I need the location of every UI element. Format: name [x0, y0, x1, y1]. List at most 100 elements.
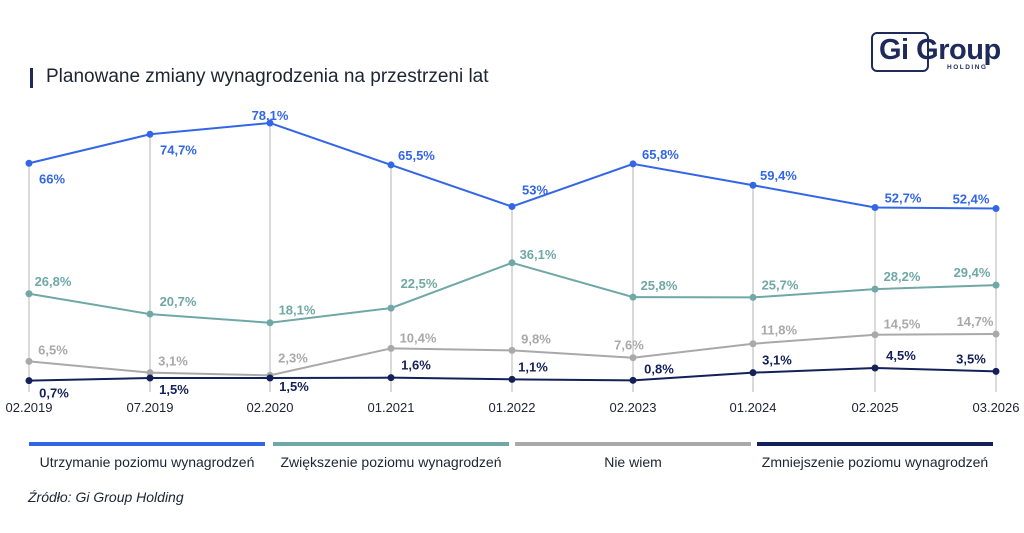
legend-item-1: Utrzymanie poziomu wynagrodzeń [29, 442, 269, 482]
data-point-s4-9 [992, 367, 1000, 375]
data-label-s3-7: 11,8% [761, 323, 798, 338]
data-point-s4-7 [749, 369, 757, 377]
logo-frame [871, 32, 929, 72]
data-point-s4-2 [146, 374, 154, 382]
data-point-s1-4 [387, 161, 395, 169]
data-label-s1-1: 66% [39, 171, 65, 186]
data-label-s4-8: 4,5% [886, 348, 916, 363]
legend-item-3: Nie wiem [515, 442, 755, 482]
data-label-s2-4: 22,5% [401, 276, 438, 291]
data-point-s4-8 [871, 364, 879, 372]
legend-swatch-4 [757, 442, 993, 446]
legend-swatch-1 [29, 442, 265, 446]
data-point-s1-7 [749, 181, 757, 189]
x-tick-label-6: 02.2023 [610, 400, 657, 415]
data-label-s4-4: 1,6% [401, 358, 431, 373]
x-tick-label-9: 03.2026 [973, 400, 1020, 415]
data-label-s2-5: 36,1% [520, 247, 557, 262]
data-label-s4-3: 1,5% [279, 379, 309, 394]
data-point-s4-6 [629, 376, 637, 384]
data-point-s3-9 [992, 330, 1000, 338]
legend-label-3: Nie wiem [604, 454, 662, 470]
x-tick-label-5: 01.2022 [489, 400, 536, 415]
data-point-s1-8 [871, 204, 879, 212]
data-point-s2-1 [25, 290, 33, 298]
data-point-s1-1 [25, 159, 33, 167]
data-label-s1-7: 59,4% [760, 168, 797, 183]
data-point-s2-9 [992, 281, 1000, 289]
data-point-s4-1 [25, 377, 33, 385]
data-label-s4-2: 1,5% [159, 382, 189, 397]
data-label-s4-6: 0,8% [644, 361, 674, 376]
data-point-s3-2 [146, 369, 154, 377]
data-label-s3-8: 14,5% [884, 317, 921, 332]
data-label-s1-6: 65,8% [642, 147, 679, 162]
x-tick-label-3: 02.2020 [247, 400, 294, 415]
x-tick-label-4: 01.2021 [368, 400, 415, 415]
data-label-s3-6: 7,6% [614, 338, 644, 353]
data-label-s2-1: 26,8% [35, 274, 72, 289]
data-label-s4-7: 3,1% [762, 353, 792, 368]
data-point-s3-6 [629, 354, 637, 362]
data-label-s2-7: 25,7% [762, 277, 799, 292]
x-tick-label-1: 02.2019 [6, 400, 53, 415]
data-label-s2-3: 18,1% [279, 303, 316, 318]
data-label-s2-9: 29,4% [954, 265, 991, 280]
legend-label-1: Utrzymanie poziomu wynagrodzeń [39, 454, 255, 470]
data-label-s1-8: 52,7% [885, 191, 922, 206]
source-note: Źródło: Gi Group Holding [28, 489, 184, 505]
legend-label-2: Zwiększenie poziomu wynagrodzeń [280, 454, 502, 470]
data-point-s2-4 [387, 304, 395, 312]
data-point-s2-5 [508, 259, 516, 267]
line-chart: 66% 74,7% 78,1% 65,5% 53% 65,8% 59,4% 52,7% 52,4… [6, 108, 1020, 415]
data-label-s3-2: 3,1% [158, 354, 188, 369]
data-point-s3-8 [871, 331, 879, 339]
data-point-s1-3 [266, 119, 274, 127]
logo-subtitle: HOLDING [947, 64, 988, 71]
data-point-s4-3 [266, 374, 274, 382]
x-tick-label-7: 01.2024 [730, 400, 777, 415]
title-accent-bar [30, 68, 33, 88]
x-tick-label-2: 07.2019 [127, 400, 174, 415]
data-point-s1-6 [629, 160, 637, 168]
data-point-s2-2 [146, 310, 154, 318]
data-point-s2-8 [871, 285, 879, 293]
series-line-1 [28, 121, 997, 210]
data-point-s1-2 [146, 130, 154, 138]
chart-title: Planowane zmiany wynagrodzenia na przest… [46, 66, 489, 87]
data-point-s2-7 [749, 293, 757, 301]
data-label-s4-1: 0,7% [39, 386, 69, 401]
data-label-s3-5: 9,8% [521, 331, 551, 346]
data-label-s2-8: 28,2% [884, 269, 921, 284]
data-label-s1-3: 78,1% [252, 108, 289, 123]
logo-name: Gi Group [879, 34, 1001, 66]
data-point-s1-9 [992, 205, 1000, 213]
data-point-s2-6 [629, 293, 637, 301]
data-label-s3-1: 6,5% [38, 342, 68, 357]
data-point-s4-4 [387, 374, 395, 382]
data-label-s3-4: 10,4% [400, 330, 437, 345]
data-point-s4-5 [508, 375, 516, 383]
legend-item-4: Zmniejszenie poziomu wynagrodzeń [757, 442, 997, 482]
data-point-s3-1 [25, 357, 33, 365]
legend-swatch-3 [515, 442, 751, 446]
gi-group-logo: Gi Group HOLDING [871, 32, 1001, 74]
data-point-s3-7 [749, 340, 757, 348]
data-point-s1-5 [508, 203, 516, 211]
data-label-s3-3: 2,3% [278, 350, 308, 365]
data-label-s4-5: 1,1% [518, 359, 548, 374]
data-label-s1-4: 65,5% [398, 148, 435, 163]
legend-swatch-2 [273, 442, 509, 446]
data-label-s1-5: 53% [522, 183, 548, 198]
data-label-s4-9: 3,5% [956, 351, 986, 366]
data-label-s2-2: 20,7% [160, 294, 197, 309]
data-label-s1-2: 74,7% [160, 142, 197, 157]
data-point-s3-5 [508, 346, 516, 354]
x-tick-label-8: 02.2025 [852, 400, 899, 415]
legend-item-2: Zwiększenie poziomu wynagrodzeń [273, 442, 513, 482]
data-label-s1-9: 52,4% [953, 192, 990, 207]
data-point-s2-3 [266, 319, 274, 327]
legend-label-4: Zmniejszenie poziomu wynagrodzeń [761, 454, 989, 470]
data-point-s3-4 [387, 344, 395, 352]
data-label-s2-6: 25,8% [641, 278, 678, 293]
